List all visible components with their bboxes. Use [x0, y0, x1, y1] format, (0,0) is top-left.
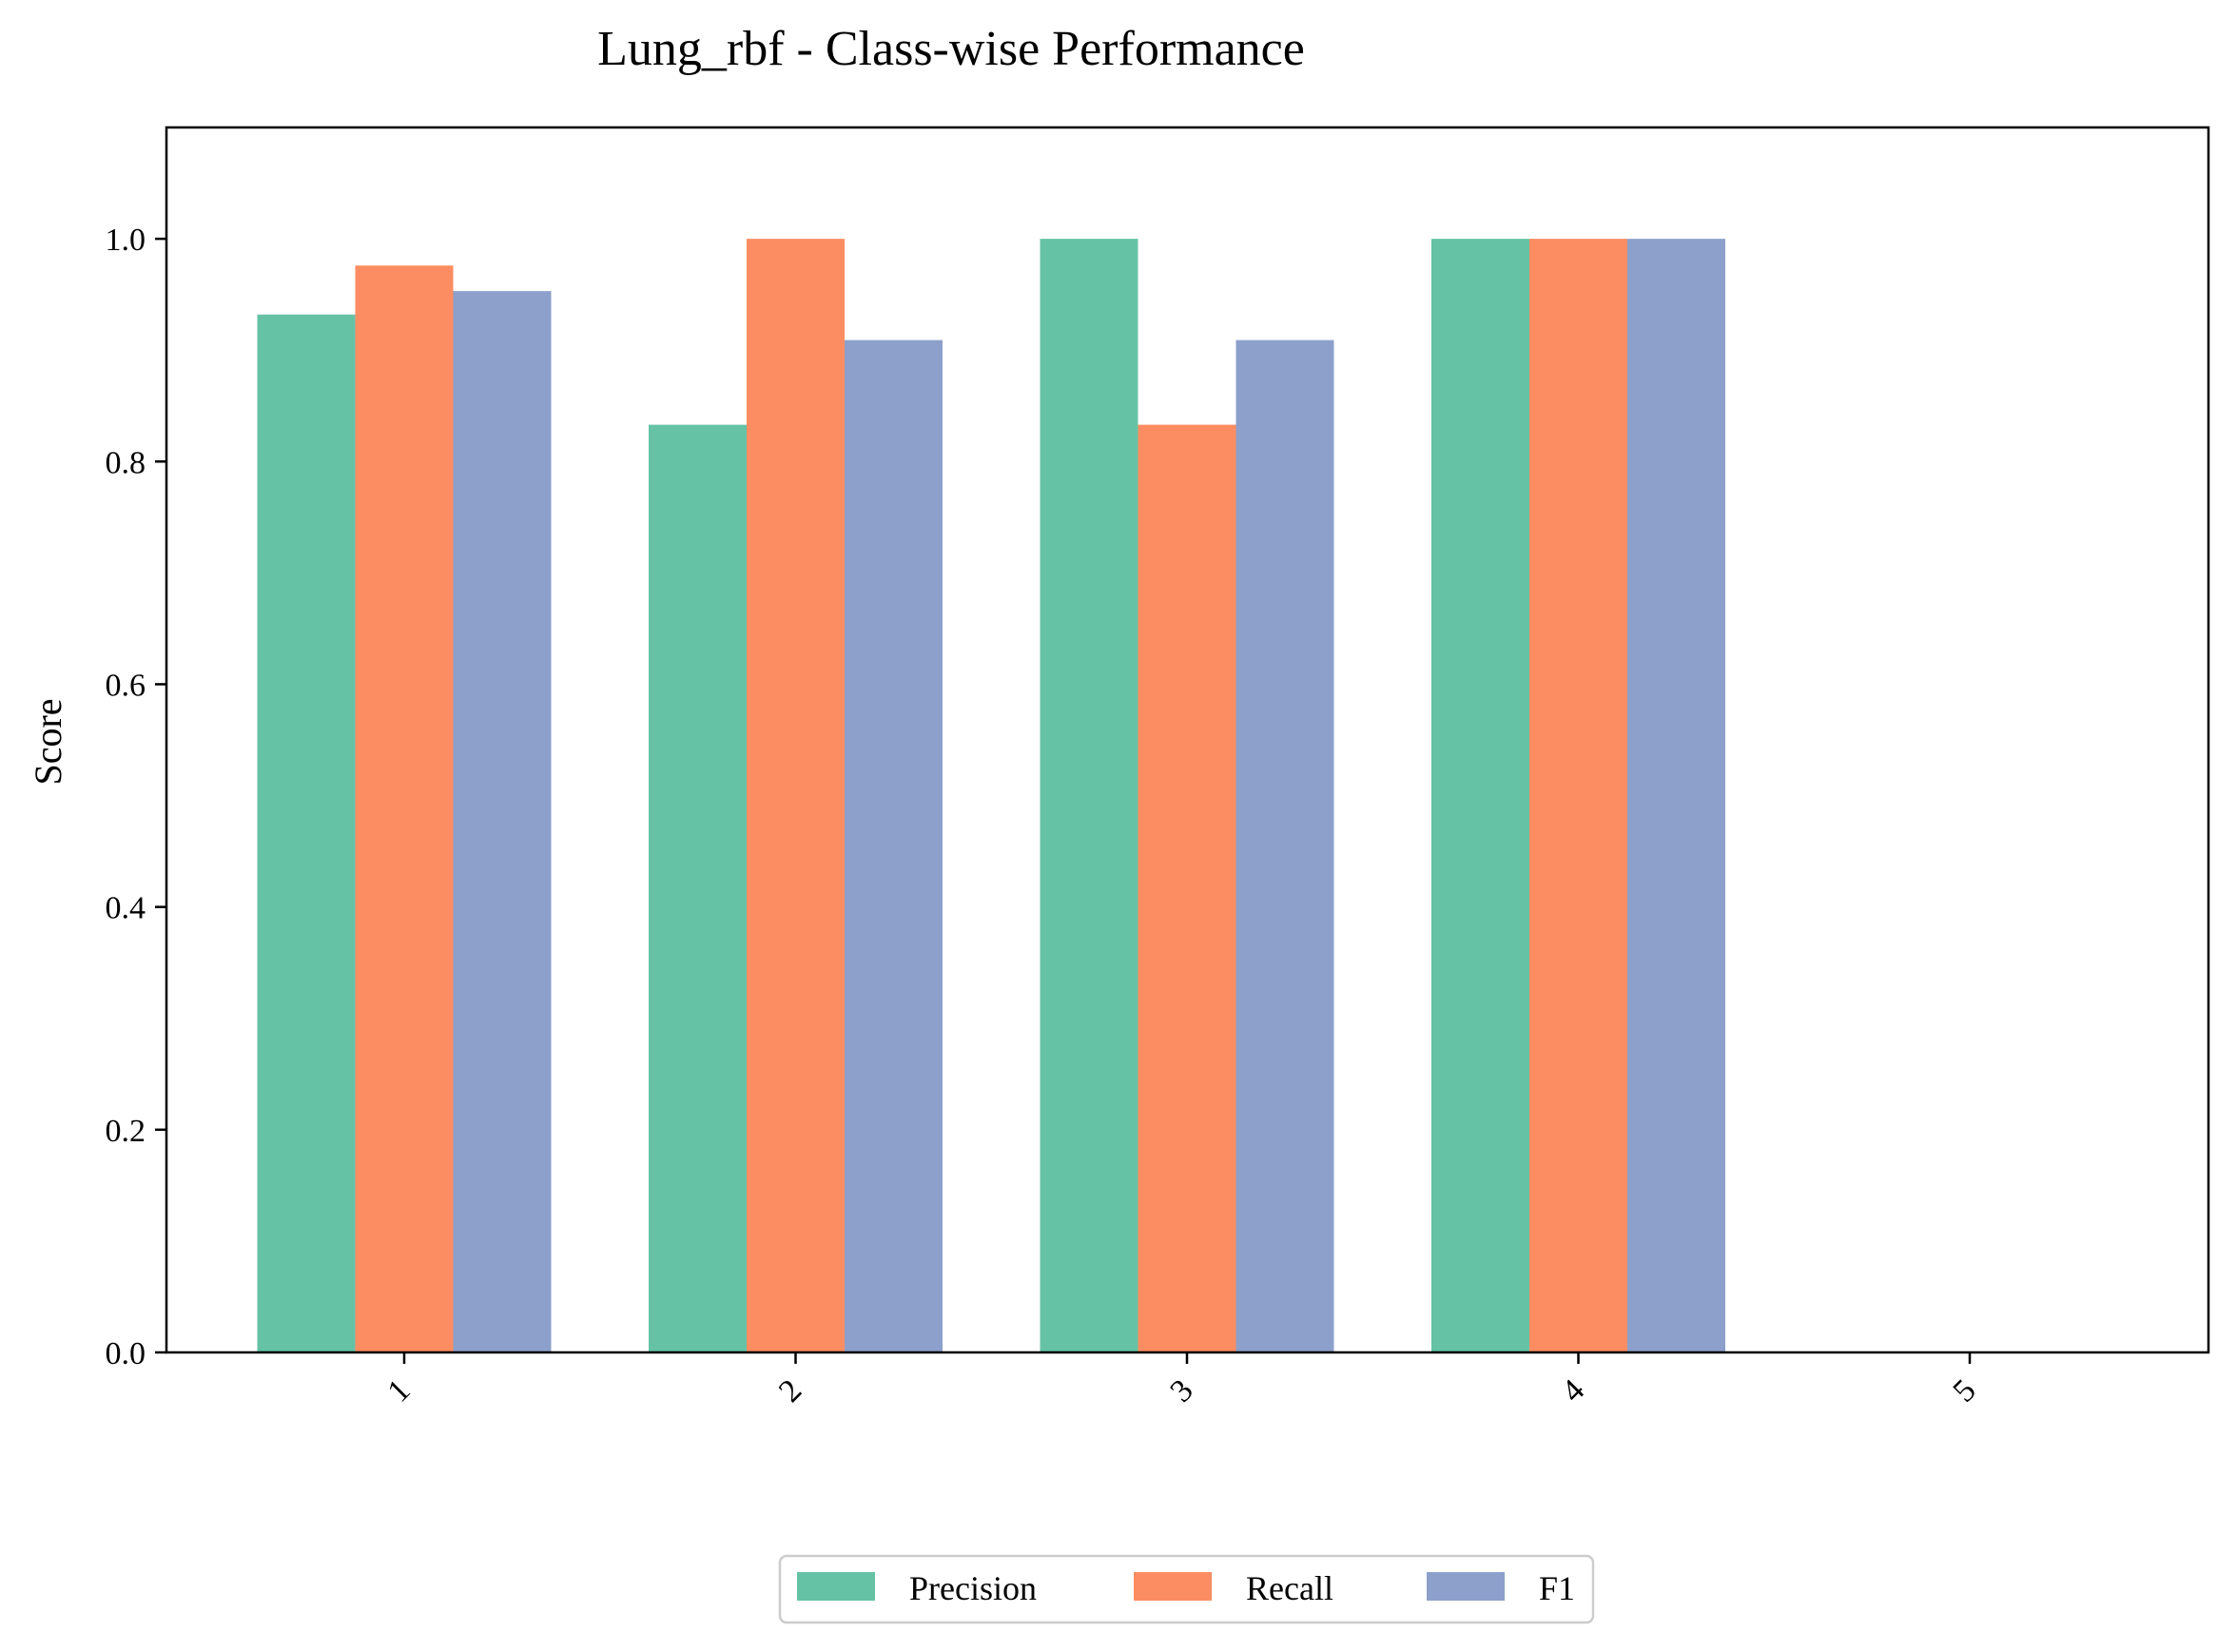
bar-f1-class-1	[453, 291, 552, 1353]
y-tick-label: 0.6	[106, 668, 146, 703]
bar-recall-class-4	[1529, 239, 1627, 1353]
bar-f1-class-3	[1235, 340, 1334, 1353]
bars-group	[257, 239, 1725, 1353]
x-tick-label-2: 2	[772, 1372, 808, 1409]
legend-label-f1: F1	[1539, 1569, 1575, 1607]
x-tick-label-5: 5	[1946, 1372, 1982, 1409]
legend-swatch-recall	[1134, 1572, 1212, 1601]
bar-recall-class-2	[747, 239, 845, 1353]
x-tick-label-1: 1	[380, 1372, 417, 1409]
y-tick-label: 0.2	[106, 1114, 146, 1149]
y-tick-label: 0.4	[106, 891, 146, 926]
x-tick-label-3: 3	[1163, 1372, 1199, 1409]
y-axis-label: Score	[27, 698, 69, 785]
y-axis: 0.0 0.2 0.4 0.6 0.8 1.0	[106, 223, 166, 1371]
legend-label-precision: Precision	[909, 1569, 1037, 1607]
x-tick-label-4: 4	[1555, 1372, 1591, 1409]
legend[interactable]: Precision Recall F1	[778, 1554, 1595, 1624]
bar-recall-class-3	[1138, 424, 1236, 1353]
chart-title: Lung_rbf - Class-wise Performance	[597, 22, 1305, 76]
x-axis: 1 2 3 4 5	[380, 1352, 1983, 1409]
legend-swatch-f1	[1427, 1572, 1505, 1601]
bar-f1-class-4	[1627, 239, 1725, 1353]
bar-precision-class-3	[1040, 239, 1138, 1353]
y-tick-label: 1.0	[106, 223, 146, 258]
y-tick-label: 0.0	[106, 1336, 146, 1371]
bar-recall-class-1	[355, 265, 454, 1353]
bar-f1-class-2	[845, 340, 943, 1353]
y-tick-label: 0.8	[106, 445, 146, 480]
bar-precision-class-4	[1431, 239, 1529, 1353]
bar-precision-class-1	[257, 314, 356, 1353]
bar-precision-class-2	[649, 424, 747, 1353]
legend-swatch-precision	[797, 1572, 875, 1601]
legend-label-recall: Recall	[1246, 1569, 1333, 1607]
